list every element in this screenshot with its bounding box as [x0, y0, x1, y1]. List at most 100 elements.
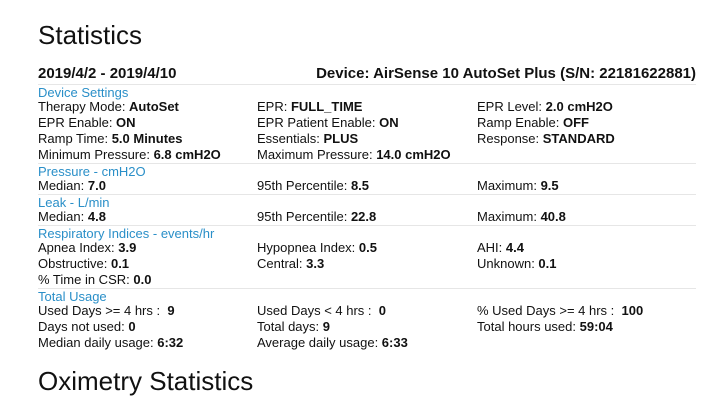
used-days-lt4-label: Used Days < 4 hrs : [257, 303, 379, 318]
average-daily-usage: Average daily usage: 6:33 [257, 335, 408, 351]
pct-used-days-ge4-value: 100 [621, 303, 644, 318]
median-daily-usage-label: Median daily usage: [38, 335, 158, 350]
median-daily-usage: Median daily usage: 6:32 [38, 335, 183, 351]
usage-row-3: Median daily usage: 6:32 Average daily u… [38, 335, 696, 351]
response: Response: STANDARD [477, 131, 615, 147]
leak-maximum-value: 40.8 [540, 209, 566, 224]
central-value: 3.3 [306, 256, 325, 271]
ahi-value: 4.4 [505, 240, 524, 255]
essentials-value: PLUS [323, 131, 359, 146]
pressure-maximum: Maximum: 9.5 [477, 178, 559, 194]
leak-p95-value: 22.8 [350, 209, 377, 224]
section-device-settings: Device Settings [38, 84, 696, 100]
average-daily-usage-value: 6:33 [381, 335, 408, 350]
epr-patient-enable-label: EPR Patient Enable: [257, 115, 380, 130]
total-days: Total days: 9 [257, 319, 330, 335]
pressure-median-value: 7.0 [87, 178, 106, 193]
apnea-index: Apnea Index: 3.9 [38, 240, 136, 256]
section-respiratory: Respiratory Indices - events/hr [38, 225, 696, 241]
central: Central: 3.3 [257, 256, 324, 272]
hypopnea-index-value: 0.5 [358, 240, 377, 255]
used-days-lt4-value: 0 [378, 303, 386, 318]
device-info: Device: AirSense 10 AutoSet Plus (S/N: 2… [316, 65, 696, 82]
apnea-index-label: Apnea Index: [38, 240, 119, 255]
pressure-p95: 95th Percentile: 8.5 [257, 178, 369, 194]
pressure-median-label: Median: [38, 178, 88, 193]
min-pressure: Minimum Pressure: 6.8 cmH2O [38, 147, 221, 163]
epr-enable-value: ON [116, 115, 136, 130]
ramp-time-value: 5.0 Minutes [111, 131, 183, 146]
respiratory-row-2: Obstructive: 0.1 Central: 3.3 Unknown: 0… [38, 256, 696, 272]
epr-value: FULL_TIME [290, 99, 363, 114]
essentials: Essentials: PLUS [257, 131, 358, 147]
epr-enable: EPR Enable: ON [38, 115, 136, 131]
days-not-used: Days not used: 0 [38, 319, 136, 335]
section-total-usage: Total Usage [38, 288, 696, 304]
leak-median-label: Median: [38, 209, 88, 224]
ahi: AHI: 4.4 [477, 240, 524, 256]
min-pressure-label: Minimum Pressure: [38, 147, 154, 162]
leak-median-value: 4.8 [87, 209, 106, 224]
unknown: Unknown: 0.1 [477, 256, 557, 272]
statistics-content: Device Settings Therapy Mode: AutoSet EP… [38, 84, 696, 351]
median-daily-usage-value: 6:32 [157, 335, 184, 350]
leak-row: Median: 4.8 95th Percentile: 22.8 Maximu… [38, 209, 696, 225]
pressure-median: Median: 7.0 [38, 178, 106, 194]
pct-used-days-ge4-label: % Used Days >= 4 hrs : [477, 303, 622, 318]
total-days-label: Total days: [257, 319, 323, 334]
leak-median: Median: 4.8 [38, 209, 106, 225]
unknown-value: 0.1 [538, 256, 557, 271]
response-label: Response: [477, 131, 543, 146]
epr-level-value: 2.0 cmH2O [545, 99, 613, 114]
section-leak: Leak - L/min [38, 194, 696, 210]
max-pressure: Maximum Pressure: 14.0 cmH2O [257, 147, 451, 163]
ramp-time-label: Ramp Time: [38, 131, 112, 146]
page-title: Statistics [38, 20, 143, 50]
total-days-value: 9 [322, 319, 330, 334]
max-pressure-label: Maximum Pressure: [257, 147, 377, 162]
pressure-p95-label: 95th Percentile: [257, 178, 351, 193]
therapy-mode-label: Therapy Mode: [38, 99, 130, 114]
ramp-enable-value: OFF [563, 115, 589, 130]
csr-time-value: 0.0 [133, 272, 152, 287]
pct-used-days-ge4: % Used Days >= 4 hrs : 100 [477, 303, 643, 319]
leak-p95-label: 95th Percentile: [257, 209, 351, 224]
obstructive: Obstructive: 0.1 [38, 256, 129, 272]
apnea-index-value: 3.9 [118, 240, 137, 255]
settings-row-4: Minimum Pressure: 6.8 cmH2O Maximum Pres… [38, 147, 696, 163]
settings-row-3: Ramp Time: 5.0 Minutes Essentials: PLUS … [38, 131, 696, 147]
min-pressure-value: 6.8 cmH2O [153, 147, 221, 162]
epr-enable-label: EPR Enable: [38, 115, 117, 130]
leak-maximum-label: Maximum: [477, 209, 541, 224]
used-days-ge4: Used Days >= 4 hrs : 9 [38, 303, 175, 319]
obstructive-label: Obstructive: [38, 256, 111, 271]
usage-row-2: Days not used: 0 Total days: 9 Total hou… [38, 319, 696, 335]
used-days-ge4-value: 9 [167, 303, 175, 318]
pressure-p95-value: 8.5 [350, 178, 370, 193]
therapy-mode-value: AutoSet [129, 99, 179, 114]
hypopnea-index-label: Hypopnea Index: [257, 240, 359, 255]
usage-row-1: Used Days >= 4 hrs : 9 Used Days < 4 hrs… [38, 303, 696, 319]
total-hours-value: 59:04 [579, 319, 613, 334]
settings-row-1: Therapy Mode: AutoSet EPR: FULL_TIME EPR… [38, 99, 696, 115]
essentials-label: Essentials: [257, 131, 324, 146]
ramp-time: Ramp Time: 5.0 Minutes [38, 131, 182, 147]
obstructive-value: 0.1 [110, 256, 130, 271]
therapy-mode: Therapy Mode: AutoSet [38, 99, 179, 115]
total-hours: Total hours used: 59:04 [477, 319, 613, 335]
used-days-ge4-label: Used Days >= 4 hrs : [38, 303, 168, 318]
response-value: STANDARD [542, 131, 615, 146]
days-not-used-value: 0 [128, 319, 136, 334]
respiratory-row-1: Apnea Index: 3.9 Hypopnea Index: 0.5 AHI… [38, 240, 696, 256]
leak-maximum: Maximum: 40.8 [477, 209, 566, 225]
central-label: Central: [257, 256, 307, 271]
date-range: 2019/4/2 - 2019/4/10 [38, 65, 177, 82]
section-pressure: Pressure - cmH2O [38, 163, 696, 179]
ramp-enable-label: Ramp Enable: [477, 115, 563, 130]
respiratory-row-3: % Time in CSR: 0.0 [38, 272, 696, 288]
pressure-row: Median: 7.0 95th Percentile: 8.5 Maximum… [38, 178, 696, 194]
oximetry-title: Oximetry Statistics [38, 366, 254, 396]
csr-time-label: % Time in CSR: [38, 272, 134, 287]
hypopnea-index: Hypopnea Index: 0.5 [257, 240, 377, 256]
days-not-used-label: Days not used: [38, 319, 129, 334]
